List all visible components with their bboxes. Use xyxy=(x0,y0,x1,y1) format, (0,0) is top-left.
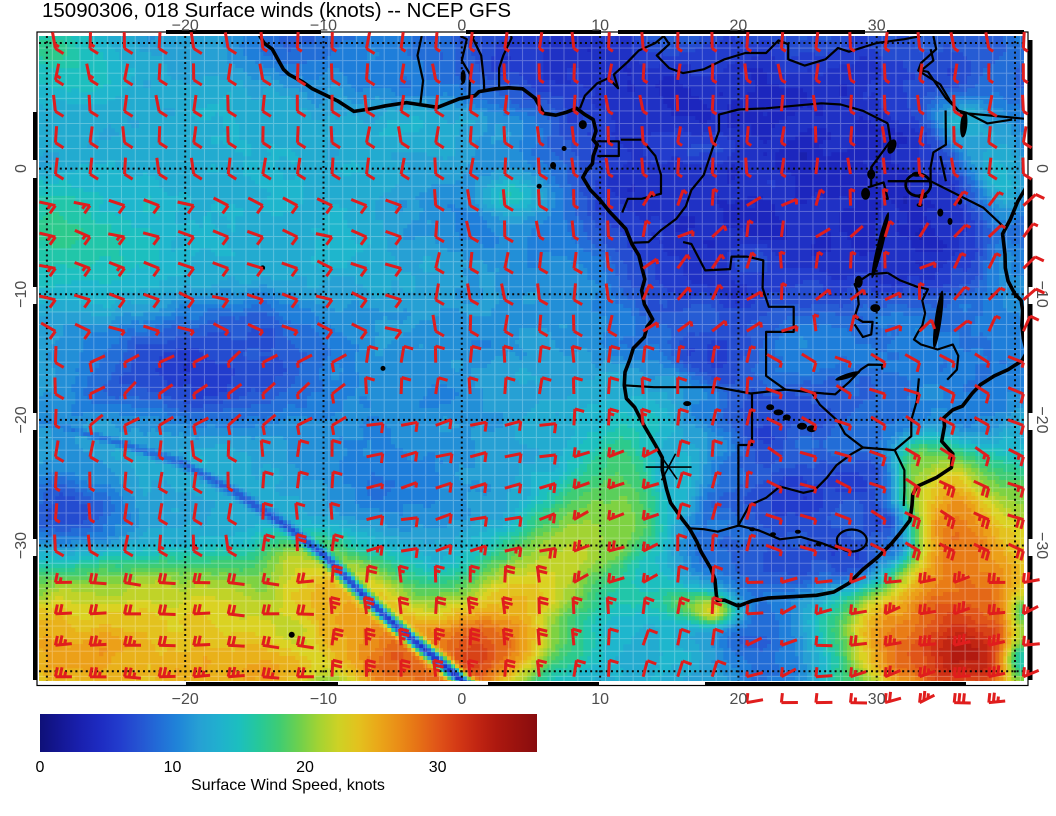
svg-text:10: 10 xyxy=(591,691,609,708)
svg-text:30: 30 xyxy=(868,691,886,708)
svg-text:−20: −20 xyxy=(172,691,199,708)
svg-text:30: 30 xyxy=(868,18,886,35)
svg-text:10: 10 xyxy=(164,759,182,776)
svg-text:30: 30 xyxy=(429,759,447,776)
svg-text:0: 0 xyxy=(1033,164,1050,173)
svg-text:0: 0 xyxy=(457,18,466,35)
svg-text:−10: −10 xyxy=(13,281,30,308)
svg-text:−10: −10 xyxy=(310,691,337,708)
svg-text:−20: −20 xyxy=(13,406,30,433)
svg-text:−20: −20 xyxy=(172,18,199,35)
svg-text:−30: −30 xyxy=(1033,532,1050,559)
svg-text:−20: −20 xyxy=(1033,406,1050,433)
svg-text:10: 10 xyxy=(591,18,609,35)
svg-text:0: 0 xyxy=(13,164,30,173)
svg-text:−10: −10 xyxy=(310,18,337,35)
svg-text:0: 0 xyxy=(457,691,466,708)
svg-text:−10: −10 xyxy=(1033,281,1050,308)
svg-text:Surface Wind Speed, knots: Surface Wind Speed, knots xyxy=(191,777,385,794)
svg-text:20: 20 xyxy=(730,18,748,35)
svg-text:0: 0 xyxy=(36,759,45,776)
svg-text:−30: −30 xyxy=(13,532,30,559)
svg-text:15090306, 018 Surface winds (k: 15090306, 018 Surface winds (knots) -- N… xyxy=(42,0,511,22)
svg-text:20: 20 xyxy=(730,691,748,708)
svg-text:20: 20 xyxy=(296,759,314,776)
